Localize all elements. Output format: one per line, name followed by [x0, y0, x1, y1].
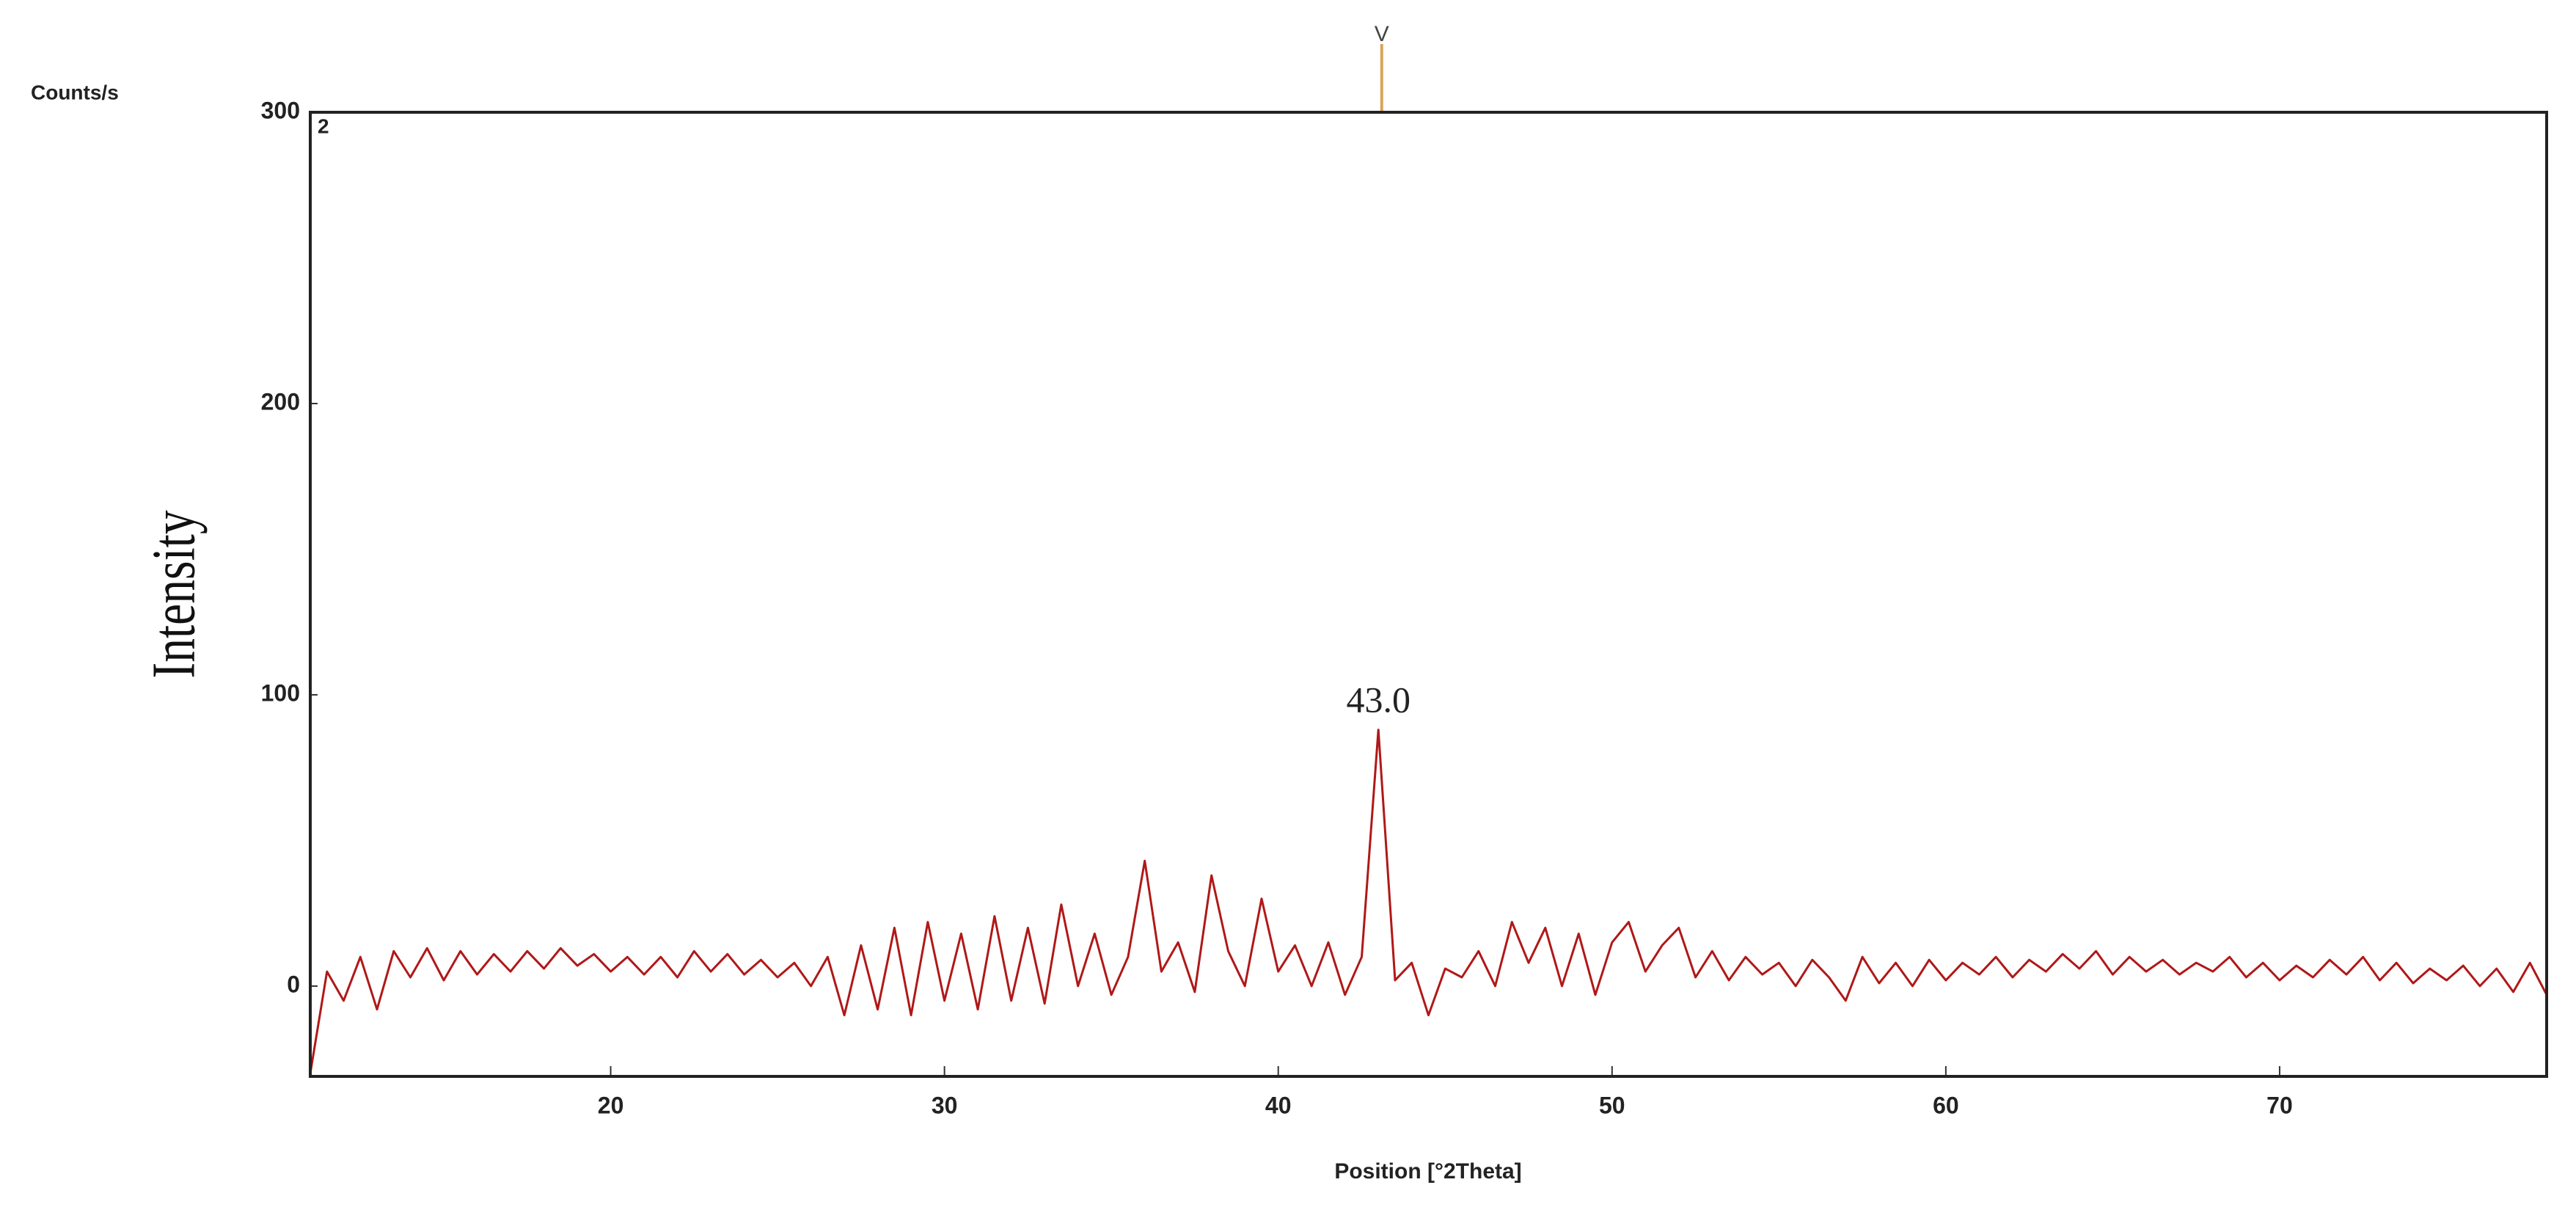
y-tick-label: 0 — [287, 971, 300, 997]
x-axis-title: Position [°2Theta] — [1334, 1159, 1521, 1184]
reference-label: V — [1375, 22, 1389, 46]
data-line — [309, 729, 2548, 1074]
y-axis-title: Intensity — [140, 510, 208, 679]
peak-annotation: 43.0 — [1346, 679, 1410, 720]
x-tick-label: 50 — [1599, 1092, 1625, 1118]
y-tick-label: 200 — [261, 388, 300, 415]
y-unit-label: Counts/s — [31, 81, 119, 103]
x-tick-label: 70 — [2266, 1092, 2293, 1118]
x-tick-label: 30 — [932, 1092, 958, 1118]
panel-label: 2 — [318, 114, 329, 137]
y-tick-label: 300 — [261, 97, 300, 123]
x-tick-label: 60 — [1933, 1092, 1959, 1118]
x-tick-label: 40 — [1265, 1092, 1292, 1118]
plot-frame — [309, 111, 2548, 1078]
y-tick-label: 100 — [261, 679, 300, 706]
x-tick-label: 20 — [598, 1092, 624, 1118]
